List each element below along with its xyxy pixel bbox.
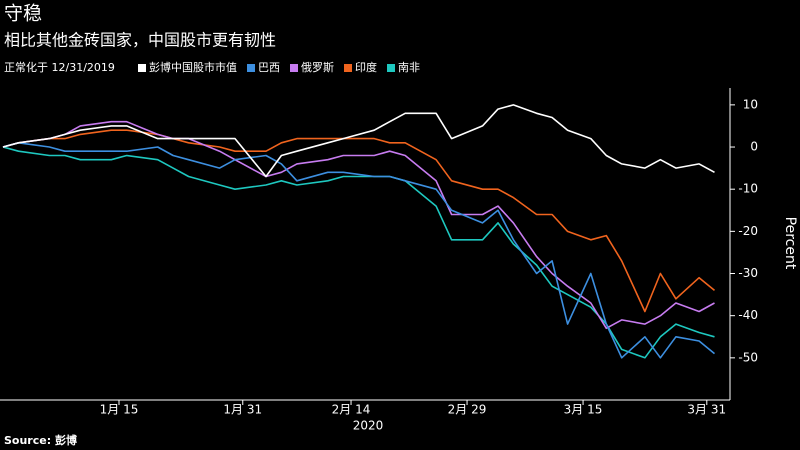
x-tick-label: 3月 15 [564, 403, 603, 417]
legend-note: 正常化于 12/31/2019 [4, 60, 115, 74]
legend-swatch [138, 64, 146, 72]
legend-label: 印度 [355, 60, 377, 74]
x-tick-label: 1月 31 [223, 403, 262, 417]
chart-subtitle: 相比其他金砖国家，中国股市更有韧性 [4, 31, 276, 50]
y-tick-label: -20 [738, 224, 758, 238]
series-line [2, 104, 715, 178]
y-tick-label: -10 [738, 182, 758, 196]
legend-swatch [247, 64, 255, 72]
legend-swatch [387, 64, 395, 72]
x-tick-label: 2月 29 [448, 403, 487, 417]
series-line [2, 120, 715, 330]
y-tick-label: 0 [750, 140, 758, 154]
source: Source: 彭博 [4, 433, 77, 447]
legend-label: 俄罗斯 [301, 61, 334, 74]
x-axis-label: 2020 [353, 419, 384, 433]
y-axis-label: Percent [782, 217, 798, 270]
x-tick-label: 3月 31 [687, 403, 726, 417]
legend-swatch [290, 64, 298, 72]
chart-title: 守稳 [4, 3, 42, 25]
legend-label: 巴西 [258, 61, 280, 74]
y-tick-label: -50 [738, 350, 758, 364]
legend-label: 彭博中国股市市值 [149, 60, 237, 74]
y-tick-label: -40 [738, 308, 758, 322]
x-tick-label: 1月 15 [100, 403, 139, 417]
legend-label: 南非 [398, 61, 420, 74]
x-tick-label: 2月 14 [332, 403, 371, 417]
y-tick-label: 10 [743, 97, 758, 111]
series-line [2, 129, 716, 313]
legend-swatch [344, 64, 352, 72]
y-tick-label: -30 [738, 266, 758, 280]
series-line [2, 142, 716, 359]
